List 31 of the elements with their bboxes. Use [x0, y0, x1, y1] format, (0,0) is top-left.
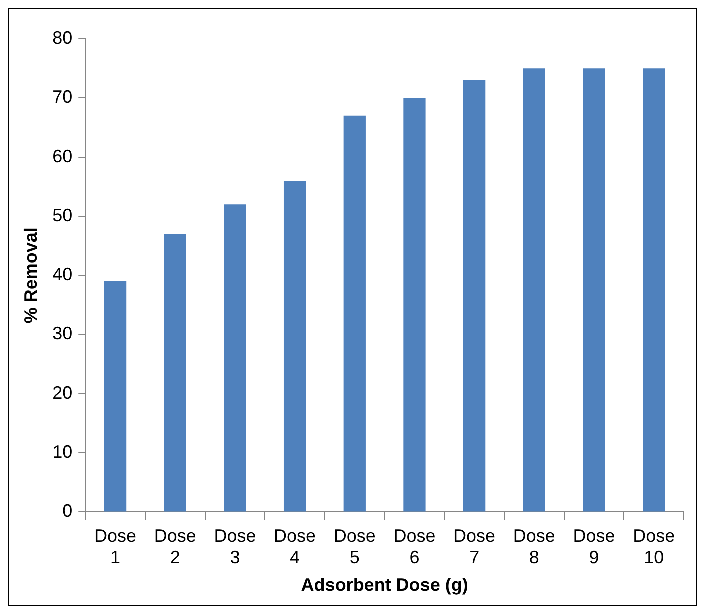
- y-tick-label: 80: [52, 28, 73, 48]
- y-tick-label: 20: [52, 382, 73, 403]
- x-tick-label: Dose 10: [633, 526, 676, 568]
- y-tick-label: 0: [62, 501, 73, 522]
- x-axis-title: Adsorbent Dose (g): [301, 575, 468, 596]
- bar: [583, 68, 606, 512]
- x-tick-label: Dose 5: [334, 526, 376, 568]
- y-axis-title: % Removal: [20, 228, 41, 324]
- y-tick-label: 40: [52, 264, 73, 285]
- x-tick-label: Dose 7: [454, 526, 496, 568]
- y-tick-label: 30: [52, 324, 73, 344]
- x-tick-label: Dose 9: [573, 526, 616, 568]
- bar: [164, 234, 186, 512]
- bar: [643, 68, 666, 512]
- x-tick-label: Dose 3: [214, 526, 256, 568]
- bar: [464, 80, 486, 512]
- bar: [224, 204, 246, 512]
- bar: [344, 116, 366, 512]
- bar: [404, 98, 426, 512]
- x-tick-label: Dose 1: [94, 526, 137, 568]
- bar: [104, 282, 127, 512]
- bar: [523, 68, 546, 512]
- x-tick-label: Dose 4: [274, 526, 316, 568]
- y-tick-label: 10: [52, 442, 73, 462]
- x-tick-label: Dose 6: [394, 526, 436, 568]
- x-tick-label: Dose 2: [154, 526, 196, 568]
- x-tick-label: Dose 8: [513, 526, 556, 568]
- bar: [284, 180, 306, 512]
- y-tick-label: 50: [52, 205, 73, 226]
- y-tick-label: 70: [52, 87, 73, 108]
- y-tick-label: 60: [52, 146, 73, 166]
